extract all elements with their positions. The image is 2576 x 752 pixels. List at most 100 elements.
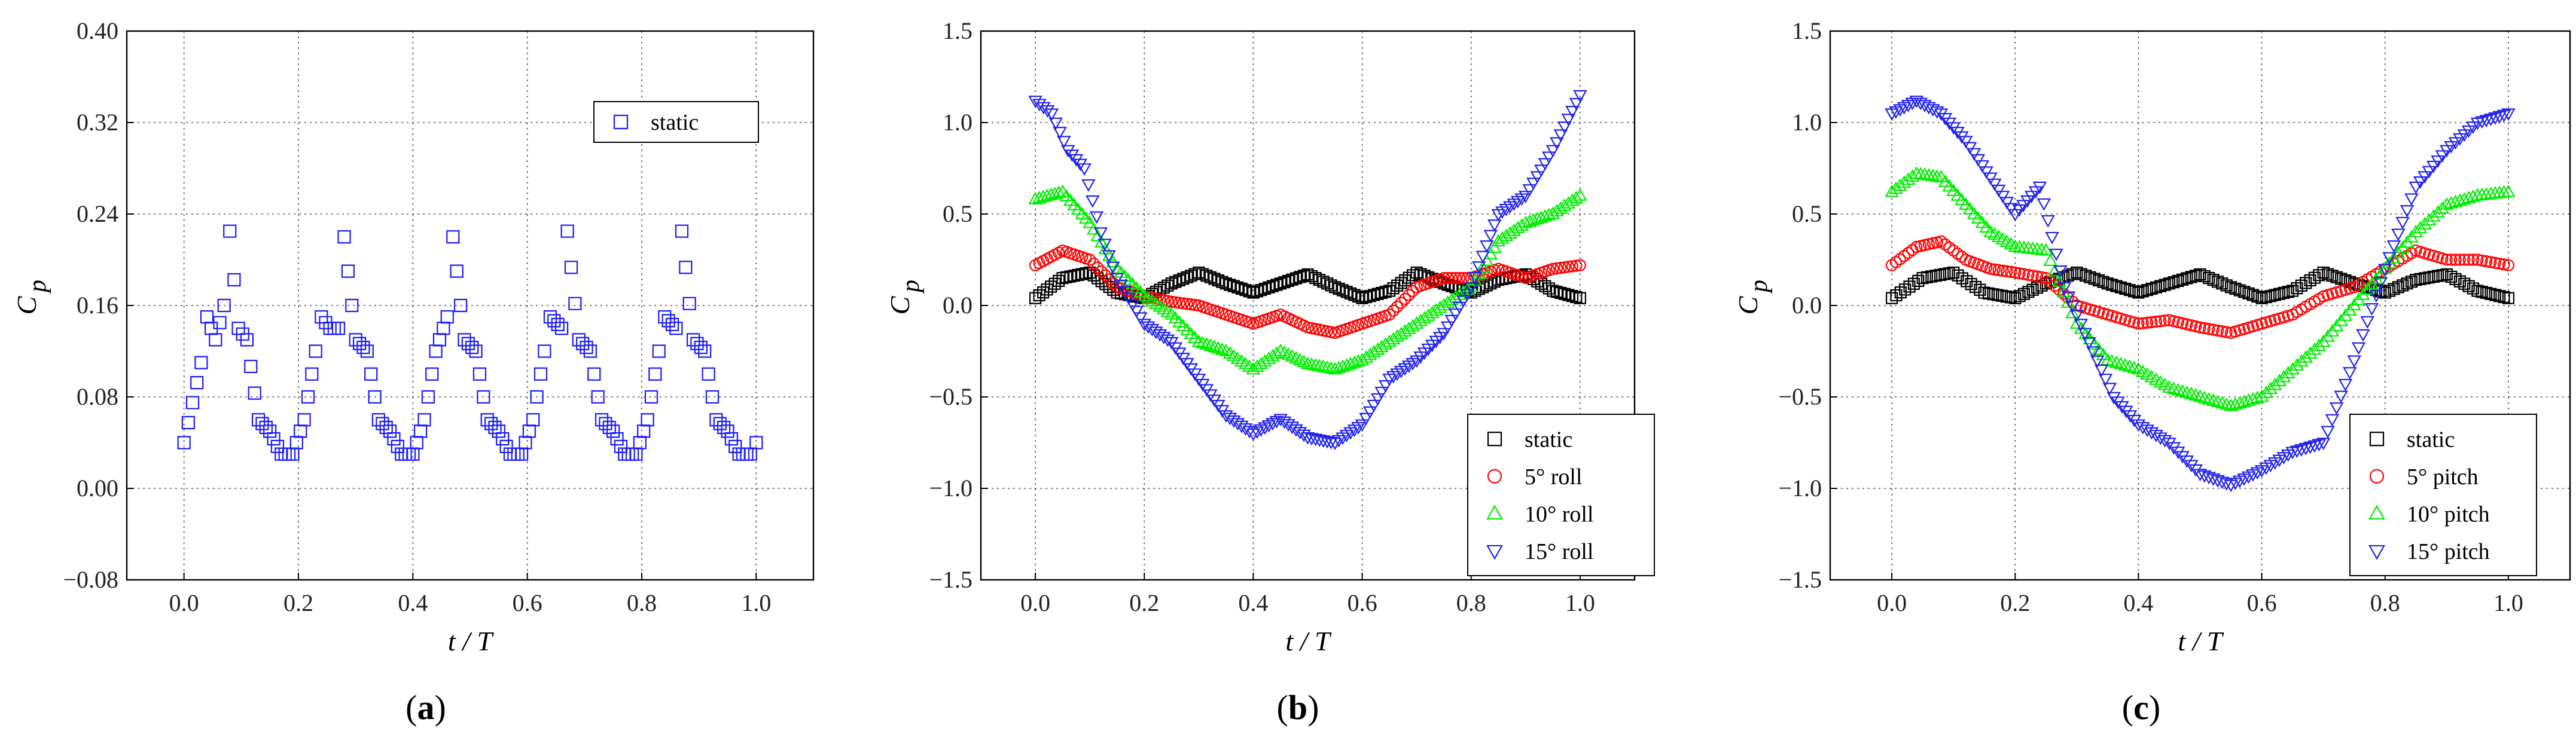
data-point bbox=[2166, 442, 2181, 455]
legend-label: static bbox=[651, 110, 699, 135]
data-point bbox=[1309, 272, 1322, 285]
data-point bbox=[1562, 289, 1575, 301]
data-point bbox=[1889, 181, 1903, 194]
legend-box bbox=[593, 101, 759, 143]
caption-paren-close: ) bbox=[435, 688, 446, 727]
data-point bbox=[2448, 194, 2463, 207]
data-point bbox=[2395, 216, 2410, 230]
data-point bbox=[1943, 242, 1956, 254]
data-point bbox=[1562, 261, 1575, 273]
data-point bbox=[1519, 191, 1533, 203]
data-point bbox=[2057, 282, 2072, 295]
data-point bbox=[2032, 181, 2047, 194]
data-point bbox=[2005, 265, 2017, 278]
data-point bbox=[331, 322, 346, 335]
data-point bbox=[732, 447, 746, 461]
data-point bbox=[1971, 211, 1986, 224]
legend: static bbox=[593, 101, 759, 143]
data-point bbox=[2193, 469, 2208, 482]
data-point bbox=[2474, 116, 2489, 129]
data-point bbox=[1547, 262, 1559, 275]
data-point bbox=[2162, 380, 2176, 393]
data-point bbox=[1065, 149, 1080, 163]
data-point bbox=[2254, 389, 2269, 402]
data-point bbox=[1557, 121, 1572, 134]
legend-label: 15° pitch bbox=[2407, 539, 2490, 564]
data-point bbox=[1185, 298, 1197, 311]
data-point bbox=[1920, 271, 1934, 283]
data-point bbox=[2294, 444, 2309, 457]
data-point bbox=[1304, 433, 1319, 446]
x-tick-label: 0.4 bbox=[2123, 589, 2153, 616]
data-point bbox=[1320, 360, 1334, 373]
data-point bbox=[1916, 272, 1929, 285]
y-tick-label: 0.5 bbox=[1792, 200, 1822, 227]
data-point bbox=[2410, 274, 2422, 286]
data-point bbox=[446, 230, 460, 244]
data-point bbox=[2431, 205, 2445, 218]
data-point bbox=[469, 344, 483, 358]
x-tick-label: 0.6 bbox=[2247, 589, 2277, 616]
data-point bbox=[1554, 261, 1567, 274]
data-point bbox=[1950, 188, 1965, 201]
data-point bbox=[2102, 383, 2117, 396]
data-point bbox=[472, 367, 487, 381]
data-point bbox=[465, 341, 479, 354]
legend-marker bbox=[2368, 505, 2385, 520]
data-point bbox=[200, 310, 214, 324]
data-point bbox=[1057, 136, 1071, 149]
data-point bbox=[2202, 392, 2217, 405]
data-point bbox=[682, 296, 696, 310]
data-point bbox=[1996, 264, 2009, 277]
series-static bbox=[177, 224, 763, 461]
data-point bbox=[2453, 193, 2467, 206]
data-point bbox=[1235, 282, 1248, 295]
data-point bbox=[1305, 270, 1318, 283]
data-point bbox=[177, 436, 191, 450]
caption-letter: a bbox=[417, 688, 435, 727]
data-point bbox=[2303, 441, 2318, 454]
data-point bbox=[648, 367, 662, 381]
data-point bbox=[572, 333, 586, 347]
data-point bbox=[1321, 277, 1334, 290]
data-point bbox=[2466, 189, 2480, 202]
data-point bbox=[2431, 155, 2445, 168]
data-point bbox=[2461, 191, 2476, 204]
data-point bbox=[1999, 197, 2014, 210]
data-point bbox=[2321, 268, 2334, 280]
data-point bbox=[1527, 273, 1539, 285]
data-point bbox=[1053, 127, 1067, 139]
legend-label: 10° pitch bbox=[2407, 502, 2490, 527]
data-point bbox=[1169, 296, 1182, 308]
data-point bbox=[2043, 253, 2057, 266]
data-point bbox=[1918, 239, 1931, 252]
data-point bbox=[1962, 201, 1977, 215]
data-point bbox=[1915, 240, 1927, 252]
data-point bbox=[2211, 395, 2225, 408]
data-point bbox=[1988, 263, 2001, 276]
data-point bbox=[2369, 290, 2383, 303]
data-point bbox=[2220, 326, 2233, 338]
data-point bbox=[1269, 415, 1284, 429]
data-point bbox=[1204, 271, 1217, 283]
data-point bbox=[2307, 440, 2322, 453]
data-point bbox=[1550, 262, 1563, 275]
data-point bbox=[721, 424, 734, 438]
data-point bbox=[379, 420, 393, 435]
data-point bbox=[2097, 276, 2109, 288]
data-point bbox=[2176, 317, 2189, 329]
data-point bbox=[2024, 191, 2039, 203]
caption-paren-close: ) bbox=[1307, 688, 1319, 727]
x-axis-label: t / T bbox=[448, 626, 495, 656]
legend: static 5° roll 10° roll 15° roll bbox=[1467, 414, 1655, 576]
data-point bbox=[1951, 247, 1964, 260]
data-point bbox=[248, 386, 261, 400]
data-point bbox=[1534, 164, 1548, 178]
data-point bbox=[2405, 276, 2418, 288]
data-point bbox=[2216, 325, 2229, 338]
y-tick-label: 0.0 bbox=[943, 292, 973, 319]
data-point bbox=[576, 337, 590, 350]
data-point bbox=[2422, 166, 2437, 179]
data-point bbox=[2360, 316, 2375, 329]
data-point bbox=[1566, 260, 1579, 273]
